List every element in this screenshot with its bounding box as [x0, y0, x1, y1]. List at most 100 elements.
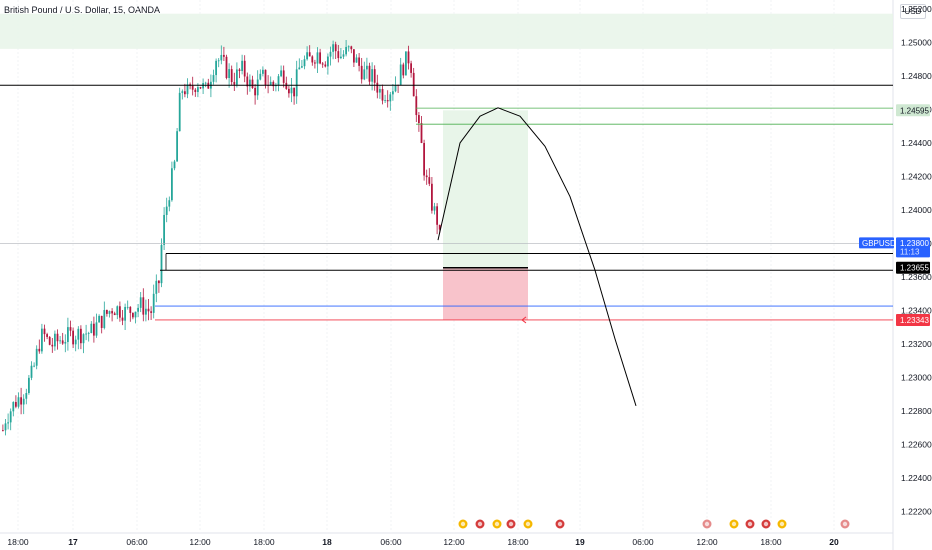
candle-body — [358, 57, 360, 66]
candle-body — [410, 63, 412, 73]
event-flag-core — [508, 521, 514, 527]
candle-body — [212, 75, 215, 82]
candle-body — [249, 79, 251, 87]
candle-body — [334, 44, 337, 52]
candle-body — [142, 297, 145, 315]
event-flag-core — [763, 521, 769, 527]
countdown-tag: 11:13 — [900, 247, 920, 256]
candle-body — [433, 206, 436, 211]
candle-body — [33, 365, 35, 367]
time-tick-label: 12:00 — [189, 537, 211, 547]
stop-loss-zone — [443, 267, 528, 320]
price-axis: 1.252001.250001.248001.246001.244001.242… — [901, 4, 932, 516]
candle-body — [61, 340, 64, 344]
candle-body — [228, 69, 230, 79]
candle-body — [95, 322, 98, 336]
candle-body — [204, 82, 207, 84]
candle-body — [163, 214, 165, 245]
candle-body — [293, 87, 295, 97]
candle-body — [373, 69, 376, 83]
candle-body — [347, 46, 350, 48]
candle-body — [316, 52, 319, 64]
candle-body — [381, 89, 384, 101]
candle-body — [186, 84, 189, 95]
candle-body — [342, 54, 345, 57]
candle-body — [340, 56, 342, 59]
candle-body — [90, 323, 93, 334]
current-price-tag-bg — [896, 237, 930, 258]
candle-body — [15, 402, 17, 407]
entry-price-tag: 1.23655 — [900, 264, 929, 273]
candle-body — [59, 340, 61, 342]
candle-body — [41, 328, 43, 352]
candle-body — [145, 308, 147, 315]
candle-body — [384, 100, 386, 101]
symbol-tag-bg — [859, 237, 894, 249]
projection-layer — [437, 107, 637, 407]
candles — [2, 40, 441, 436]
candle-body — [7, 422, 9, 424]
time-tick-label: 06:00 — [632, 537, 654, 547]
candle-body — [230, 69, 233, 83]
candle-body — [111, 311, 113, 314]
candle-body — [194, 89, 197, 93]
candle-body — [243, 60, 246, 77]
candle-body — [171, 168, 173, 201]
candle-body — [264, 69, 267, 85]
candle-body — [82, 334, 85, 344]
candle-body — [152, 293, 155, 313]
price-tick-label: 1.25200 — [901, 4, 932, 14]
candle-body — [38, 348, 41, 352]
candle-body — [321, 63, 324, 65]
candle-body — [17, 397, 20, 407]
candle-body — [173, 161, 176, 169]
price-tick-label: 1.24400 — [901, 138, 932, 148]
tp-price-tag: 1.24595 — [900, 106, 929, 115]
price-tick-label: 1.23400 — [901, 305, 932, 315]
candle-body — [438, 224, 441, 230]
stop-loss-marker — [521, 316, 527, 324]
candle-body — [350, 46, 353, 50]
candle-body — [238, 69, 241, 71]
candle-body — [337, 51, 340, 59]
candle-body — [134, 311, 137, 318]
candle-body — [137, 307, 139, 312]
candle-body — [132, 312, 134, 318]
candle-body — [165, 206, 168, 215]
event-flag-core — [704, 521, 710, 527]
candle-body — [241, 60, 243, 71]
price-tick-label: 1.24800 — [901, 71, 932, 81]
candle-body — [428, 177, 431, 184]
candle-body — [93, 323, 95, 336]
candle-body — [407, 51, 410, 64]
candle-body — [106, 310, 108, 314]
candle-body — [314, 62, 316, 64]
currency-button[interactable]: USD — [900, 4, 926, 19]
candle-body — [412, 72, 415, 97]
time-tick-label: 18:00 — [253, 537, 275, 547]
event-flag-core — [460, 521, 466, 527]
candle-body — [178, 92, 181, 132]
candle-body — [392, 91, 394, 95]
candle-body — [329, 51, 332, 57]
candle-body — [155, 280, 158, 294]
candle-body — [160, 244, 163, 284]
zones — [0, 13, 893, 320]
candle-body — [12, 402, 15, 412]
candle-body — [259, 73, 262, 80]
candle-body — [366, 65, 368, 70]
candle-body — [256, 79, 259, 96]
candle-body — [311, 56, 314, 63]
event-flag-core — [477, 521, 483, 527]
candle-body — [9, 411, 12, 423]
candle-body — [394, 84, 397, 92]
candle-body — [418, 115, 420, 124]
candle-body — [80, 328, 82, 344]
price-tick-label: 1.22400 — [901, 473, 932, 483]
candle-body — [389, 94, 392, 102]
candle-body — [220, 54, 223, 61]
candle-body — [269, 81, 272, 86]
event-flag-core — [557, 521, 563, 527]
